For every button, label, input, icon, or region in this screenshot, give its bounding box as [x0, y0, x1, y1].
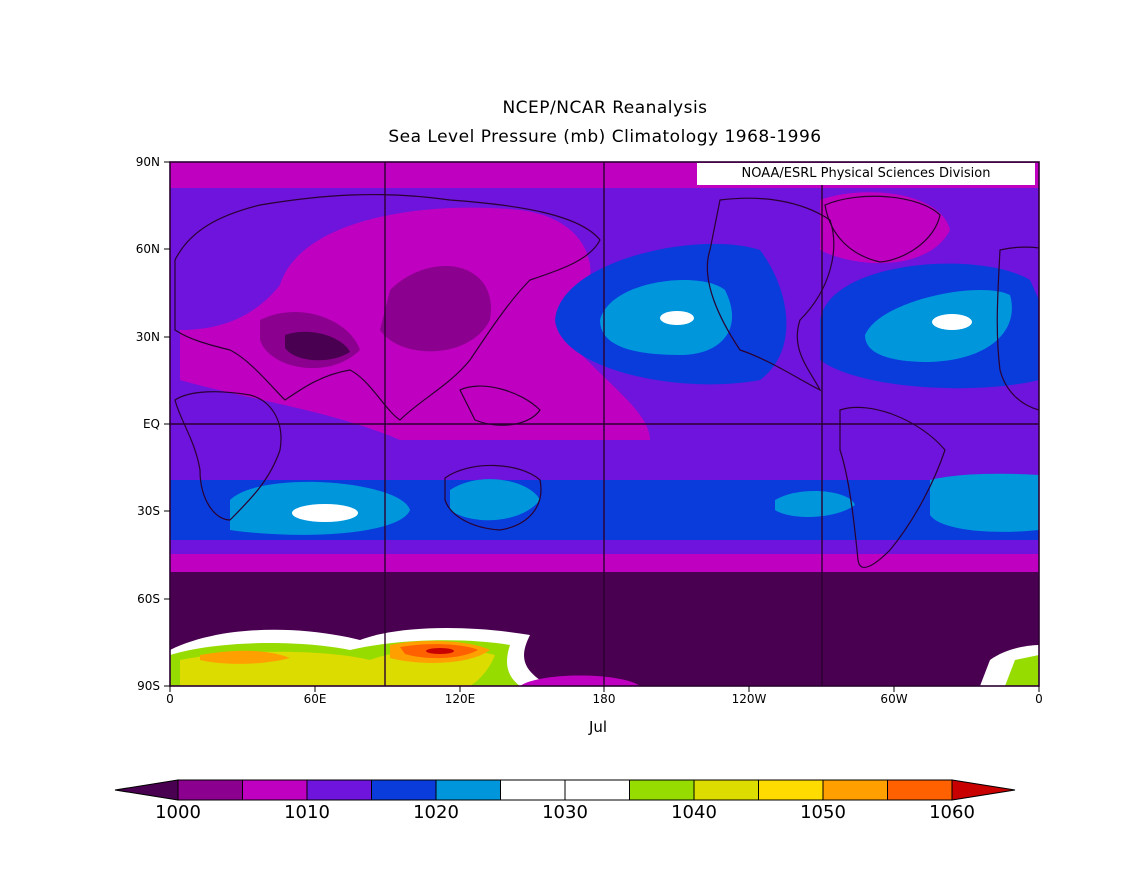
lat-label-90n: 90N: [135, 155, 160, 169]
colorbar-label-1030: 1030: [542, 802, 588, 823]
lon-label-120w: 120W: [731, 692, 767, 706]
colorbar-swatch: [177, 779, 243, 801]
colorbar-swatch: [564, 779, 630, 801]
lon-label-60e: 60E: [303, 692, 327, 706]
pacific-high-core: [660, 311, 694, 325]
lat-label-30s: 30S: [137, 504, 160, 518]
lat-label-90s: 90S: [137, 679, 160, 693]
colorbar-swatch: [887, 779, 953, 801]
lon-label-180: 180: [592, 692, 616, 706]
colorbar-extend-high: [951, 779, 1016, 801]
colorbar-swatch: [693, 779, 759, 801]
colorbar-label-1060: 1060: [929, 802, 975, 823]
antarctic-edge-east-green: [1005, 655, 1039, 686]
colorbar-extend-low: [114, 779, 179, 801]
map-subtitle: Sea Level Pressure (mb) Climatology 1968…: [388, 127, 822, 147]
lat-label-60s: 60S: [137, 592, 160, 606]
colorbar-swatch: [242, 779, 308, 801]
colorbar-label-1050: 1050: [800, 802, 846, 823]
lon-label-360: 0: [1035, 692, 1043, 706]
colorbar-label-1010: 1010: [284, 802, 330, 823]
lat-label-30n: 30N: [135, 330, 160, 344]
axis-ticks: [164, 161, 1040, 692]
antarctic-high-max: [426, 648, 454, 654]
colorbar-swatch: [371, 779, 437, 801]
colorbar-label-1040: 1040: [671, 802, 717, 823]
india-low-core: [285, 331, 350, 361]
colorbar-swatch: [306, 779, 372, 801]
colorbar-swatch: [758, 779, 824, 801]
credit-label: NOAA/ESRL Physical Sciences Division: [697, 163, 1035, 185]
month-label: Jul: [588, 718, 608, 736]
antarctic-high-orange-west: [200, 650, 290, 664]
lon-label-120e: 120E: [444, 692, 476, 706]
colorbar-swatch: [822, 779, 888, 801]
asia-low-core: [380, 266, 491, 352]
lat-label-60n: 60N: [135, 242, 160, 256]
lat-label-eq: EQ: [142, 417, 160, 431]
atlantic-high-core: [932, 314, 972, 330]
colorbar-swatch: [629, 779, 695, 801]
colorbar-label-1020: 1020: [413, 802, 459, 823]
coastlines: [174, 193, 1039, 568]
colorbar-swatch: [435, 779, 501, 801]
australia-high: [450, 479, 540, 521]
lon-label-0: 0: [166, 692, 174, 706]
indian-ocean-high-core: [292, 504, 358, 522]
south-pacific-high: [775, 490, 855, 517]
colorbar-label-1000: 1000: [155, 802, 201, 823]
colorbar-swatch: [500, 779, 566, 801]
south-atlantic-high: [930, 473, 1039, 532]
lon-label-60w: 60W: [880, 692, 908, 706]
map-title: NCEP/NCAR Reanalysis: [502, 98, 708, 118]
greenland-high: [820, 192, 950, 264]
antarctic-edge-ring: [520, 675, 640, 686]
